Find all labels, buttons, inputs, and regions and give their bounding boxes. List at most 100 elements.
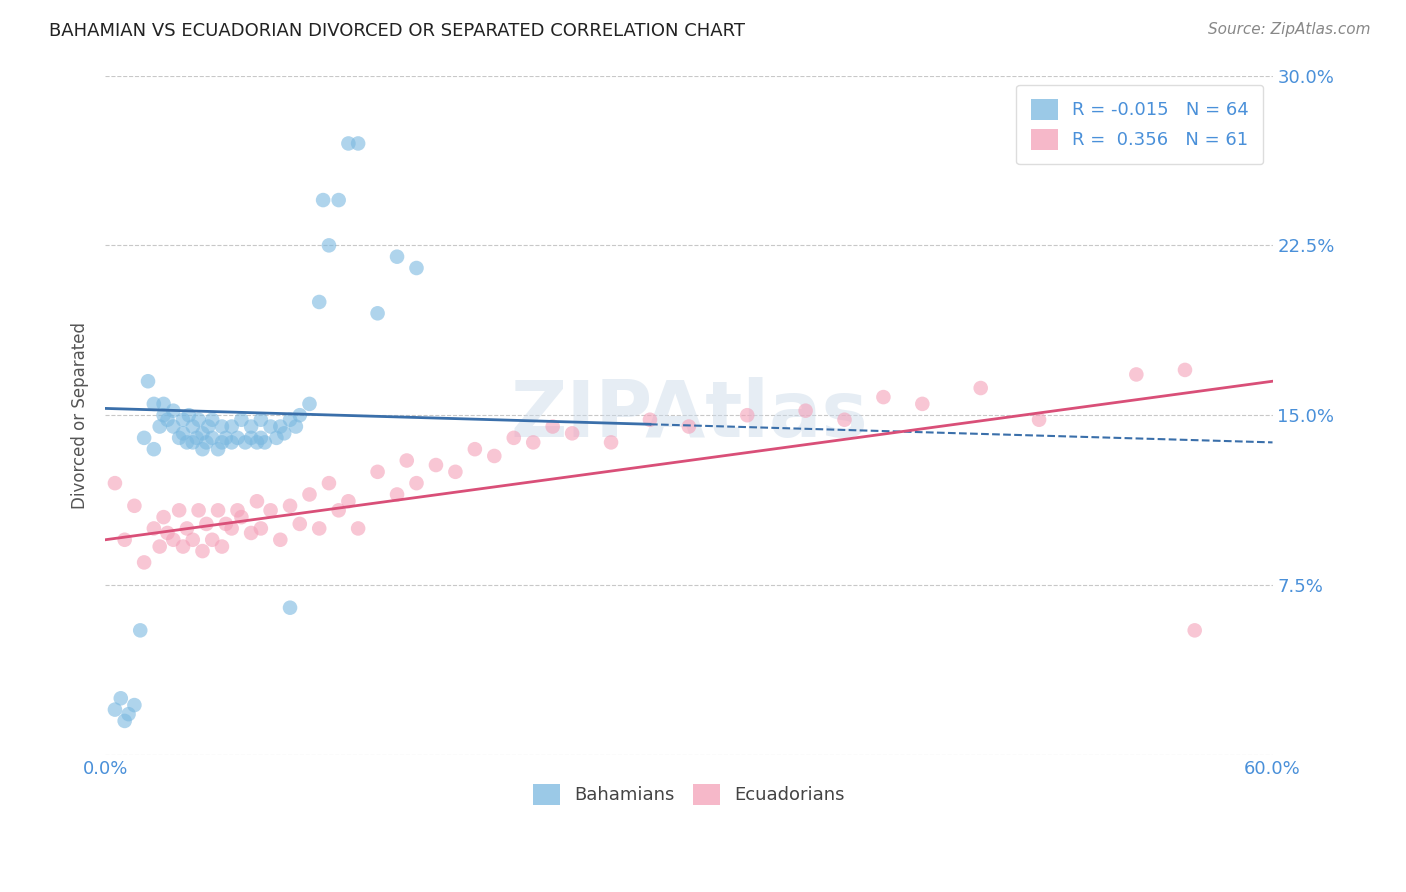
Point [484,449,506,463]
Point [273,426,295,441]
Point [367,465,389,479]
Point [104,703,127,717]
Point [187,503,209,517]
Point [246,435,269,450]
Point [600,435,623,450]
Point [337,494,360,508]
Point [1184,624,1206,638]
Point [794,403,817,417]
Point [367,306,389,320]
Point [197,419,219,434]
Point [278,499,301,513]
Point [172,540,194,554]
Point [502,431,524,445]
Point [1174,363,1197,377]
Point [156,413,179,427]
Point [211,540,233,554]
Point [308,521,330,535]
Point [211,419,233,434]
Y-axis label: Divorced or Separated: Divorced or Separated [72,322,89,508]
Point [201,413,224,427]
Point [207,503,229,517]
Point [834,413,856,427]
Point [191,426,214,441]
Point [201,431,224,445]
Point [231,510,253,524]
Point [226,431,249,445]
Point [246,494,269,508]
Point [678,419,700,434]
Point [318,476,340,491]
Point [221,435,243,450]
Point [405,260,427,275]
Point [172,413,194,427]
Point [176,521,198,535]
Point [318,238,340,252]
Point [278,413,301,427]
Point [191,544,214,558]
Point [464,442,486,457]
Point [176,435,198,450]
Point [405,476,427,491]
Point [134,556,156,570]
Point [201,533,224,547]
Point [181,419,204,434]
Point [312,193,335,207]
Point [328,193,350,207]
Point [129,624,152,638]
Point [970,381,993,395]
Point [152,408,174,422]
Point [561,426,583,441]
Point [541,419,564,434]
Point [328,503,350,517]
Point [269,419,291,434]
Point [221,521,243,535]
Point [872,390,894,404]
Point [215,516,238,531]
Point [385,250,408,264]
Point [308,295,330,310]
Point [250,521,273,535]
Point [395,453,418,467]
Point [195,435,218,450]
Text: BAHAMIAN VS ECUADORIAN DIVORCED OR SEPARATED CORRELATION CHART: BAHAMIAN VS ECUADORIAN DIVORCED OR SEPAR… [49,22,745,40]
Point [114,533,136,547]
Point [259,503,281,517]
Point [172,426,194,441]
Point [221,419,243,434]
Point [233,435,256,450]
Point [231,413,253,427]
Point [142,521,165,535]
Point [385,487,408,501]
Point [425,458,447,472]
Point [250,413,273,427]
Point [104,476,127,491]
Point [177,408,200,422]
Point [1028,413,1050,427]
Point [186,431,208,445]
Point [735,408,758,422]
Point [114,714,136,728]
Text: ZIPAtlas: ZIPAtlas [510,377,868,453]
Point [259,419,281,434]
Point [240,419,263,434]
Point [911,397,934,411]
Point [162,419,184,434]
Point [298,487,321,501]
Point [110,691,132,706]
Point [211,435,233,450]
Point [284,419,307,434]
Point [638,413,661,427]
Point [142,397,165,411]
Point [207,442,229,457]
Point [149,540,172,554]
Point [124,698,146,712]
Point [253,435,276,450]
Point [187,413,209,427]
Point [337,136,360,151]
Point [298,397,321,411]
Point [215,431,238,445]
Point [240,526,263,541]
Point [162,403,184,417]
Point [288,516,311,531]
